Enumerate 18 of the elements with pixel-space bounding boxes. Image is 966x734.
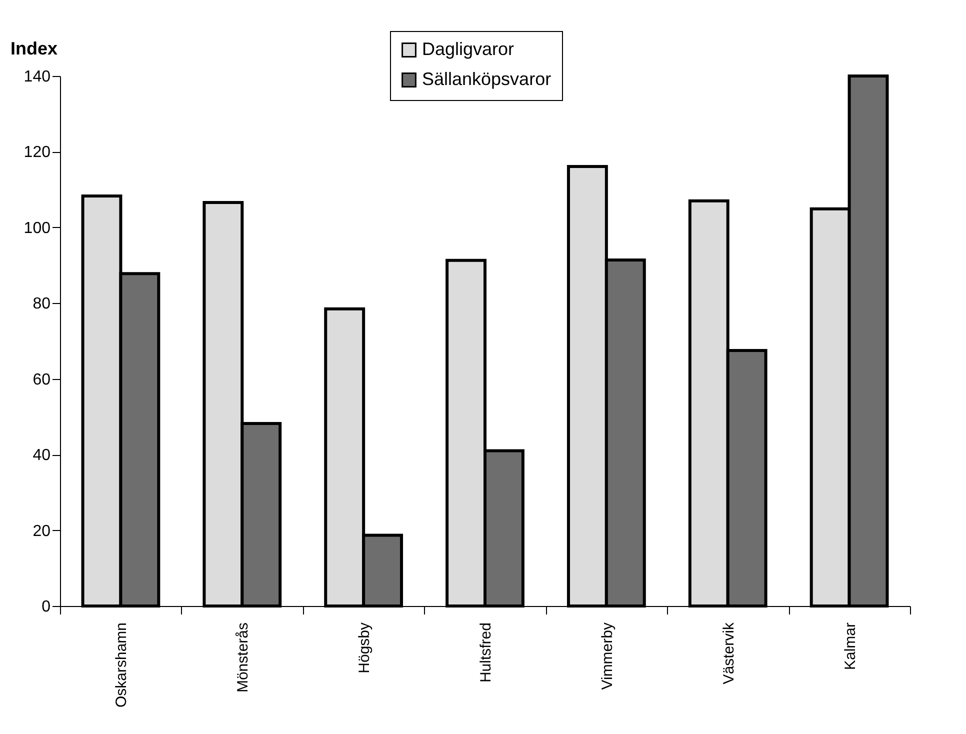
y-tick-label: 80	[32, 296, 51, 313]
y-tick-label: 0	[42, 598, 51, 616]
y-tick-label: 140	[24, 68, 51, 86]
y-tick-label: 40	[32, 447, 51, 464]
x-tick-label: Oskarshamn	[113, 622, 130, 708]
y-tick-label: 100	[24, 220, 51, 237]
legend-label: Dagligvaror	[422, 39, 514, 59]
legend-label: Sällanköpsvaror	[422, 69, 552, 89]
y-tick-label: 120	[24, 144, 51, 162]
y-axis-title: Index	[10, 38, 58, 58]
x-tick-label: Högsby	[356, 622, 374, 674]
y-tick-label: 60	[32, 371, 51, 388]
x-tick-label: Mönsterås	[234, 622, 252, 693]
x-tick-label: Vimmerby	[598, 622, 616, 690]
y-tick-label: 20	[32, 522, 51, 540]
x-tick-label: Kalmar	[842, 622, 859, 670]
x-tick-label: Hultsfred	[478, 622, 494, 683]
x-tick-label: Västervik	[720, 622, 738, 684]
